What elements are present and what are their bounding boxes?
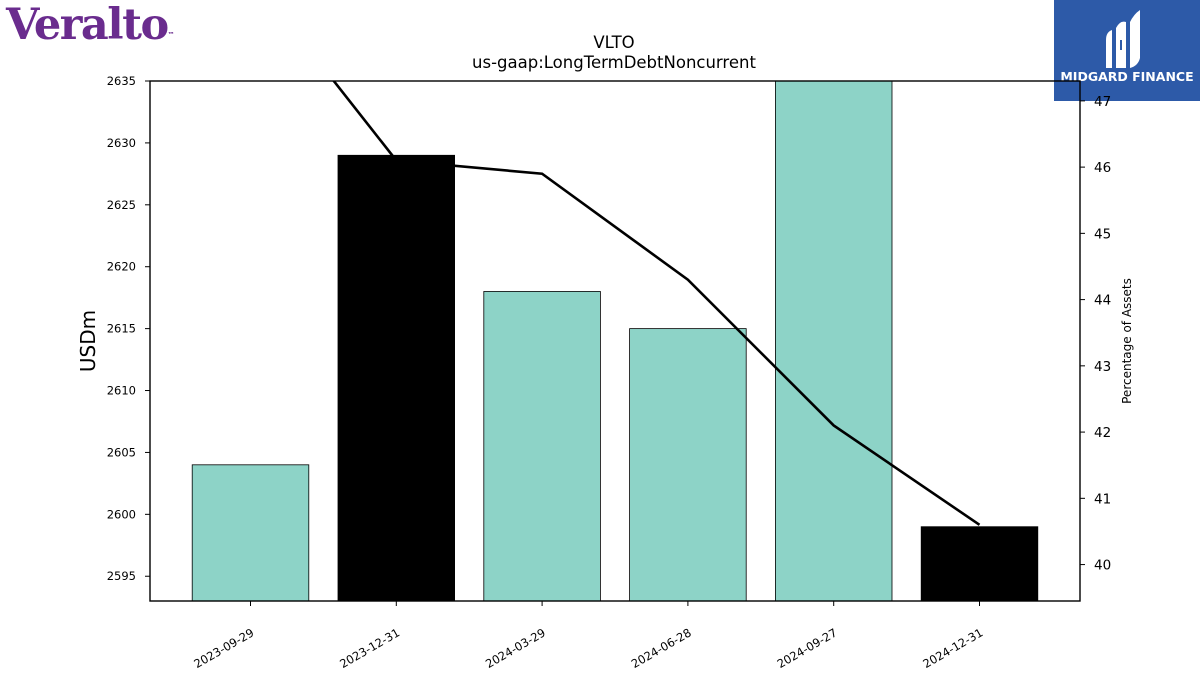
y2-tick-label: 41: [1094, 491, 1111, 507]
bar: [775, 80, 893, 602]
plot-area: 2595 2600 2605 2610 2615 2620 2625 2630 2635 40 41…: [76, 74, 1134, 671]
bar: [920, 526, 1039, 602]
company-logo: Veralto™: [6, 0, 175, 50]
y2-tick-label: 44: [1094, 293, 1111, 309]
bar: [191, 464, 310, 602]
y2-tick-label: 47: [1094, 94, 1111, 110]
company-logo-tm: ™: [167, 31, 175, 39]
x-tick-label: 2023-12-31: [337, 625, 402, 671]
y2-tick-label: 46: [1094, 160, 1111, 176]
y-tick-label: 2600: [107, 507, 136, 521]
y-tick-label: 2630: [107, 136, 136, 150]
y-tick-label: 2605: [107, 445, 136, 459]
bar: [337, 154, 455, 602]
x-tick-label: 2024-06-28: [629, 625, 694, 671]
x-tick-label: 2024-12-31: [920, 625, 985, 671]
y-tick-label: 2635: [107, 74, 136, 88]
y-axis-label: USDm: [76, 310, 100, 372]
chart-title: VLTO: [593, 33, 634, 52]
company-logo-text: Veralto: [6, 0, 169, 50]
plot-frame: [149, 80, 1081, 602]
chart-subtitle: us-gaap:LongTermDebtNoncurrent: [472, 53, 756, 72]
x-tick-label: 2023-09-29: [191, 625, 256, 671]
y-tick-label: 2620: [107, 260, 136, 274]
y-tick-label: 2615: [107, 322, 136, 336]
y-tick-label: 2610: [107, 384, 136, 398]
publisher-logo-text: MIDGARD FINANCE: [1060, 69, 1193, 84]
publisher-logo-background: [1054, 0, 1200, 101]
publisher-logo-mark-icon: [1106, 10, 1140, 69]
bar: [483, 291, 601, 602]
publisher-logo: MIDGARD FINANCE: [1054, 0, 1200, 101]
x-tick-label: 2024-03-29: [483, 625, 548, 671]
x-tick-label: 2024-09-27: [775, 625, 840, 671]
y-tick-label: 2625: [107, 198, 136, 212]
y2-axis-label: Percentage of Assets: [1120, 278, 1134, 404]
y-tick-label: 2595: [107, 569, 136, 583]
bar: [629, 328, 747, 602]
y2-tick-label: 43: [1094, 359, 1111, 375]
y2-tick-label: 42: [1094, 425, 1111, 441]
series-line: [332, 81, 981, 526]
y2-tick-label: 40: [1094, 558, 1111, 574]
y2-tick-label: 45: [1094, 226, 1111, 242]
